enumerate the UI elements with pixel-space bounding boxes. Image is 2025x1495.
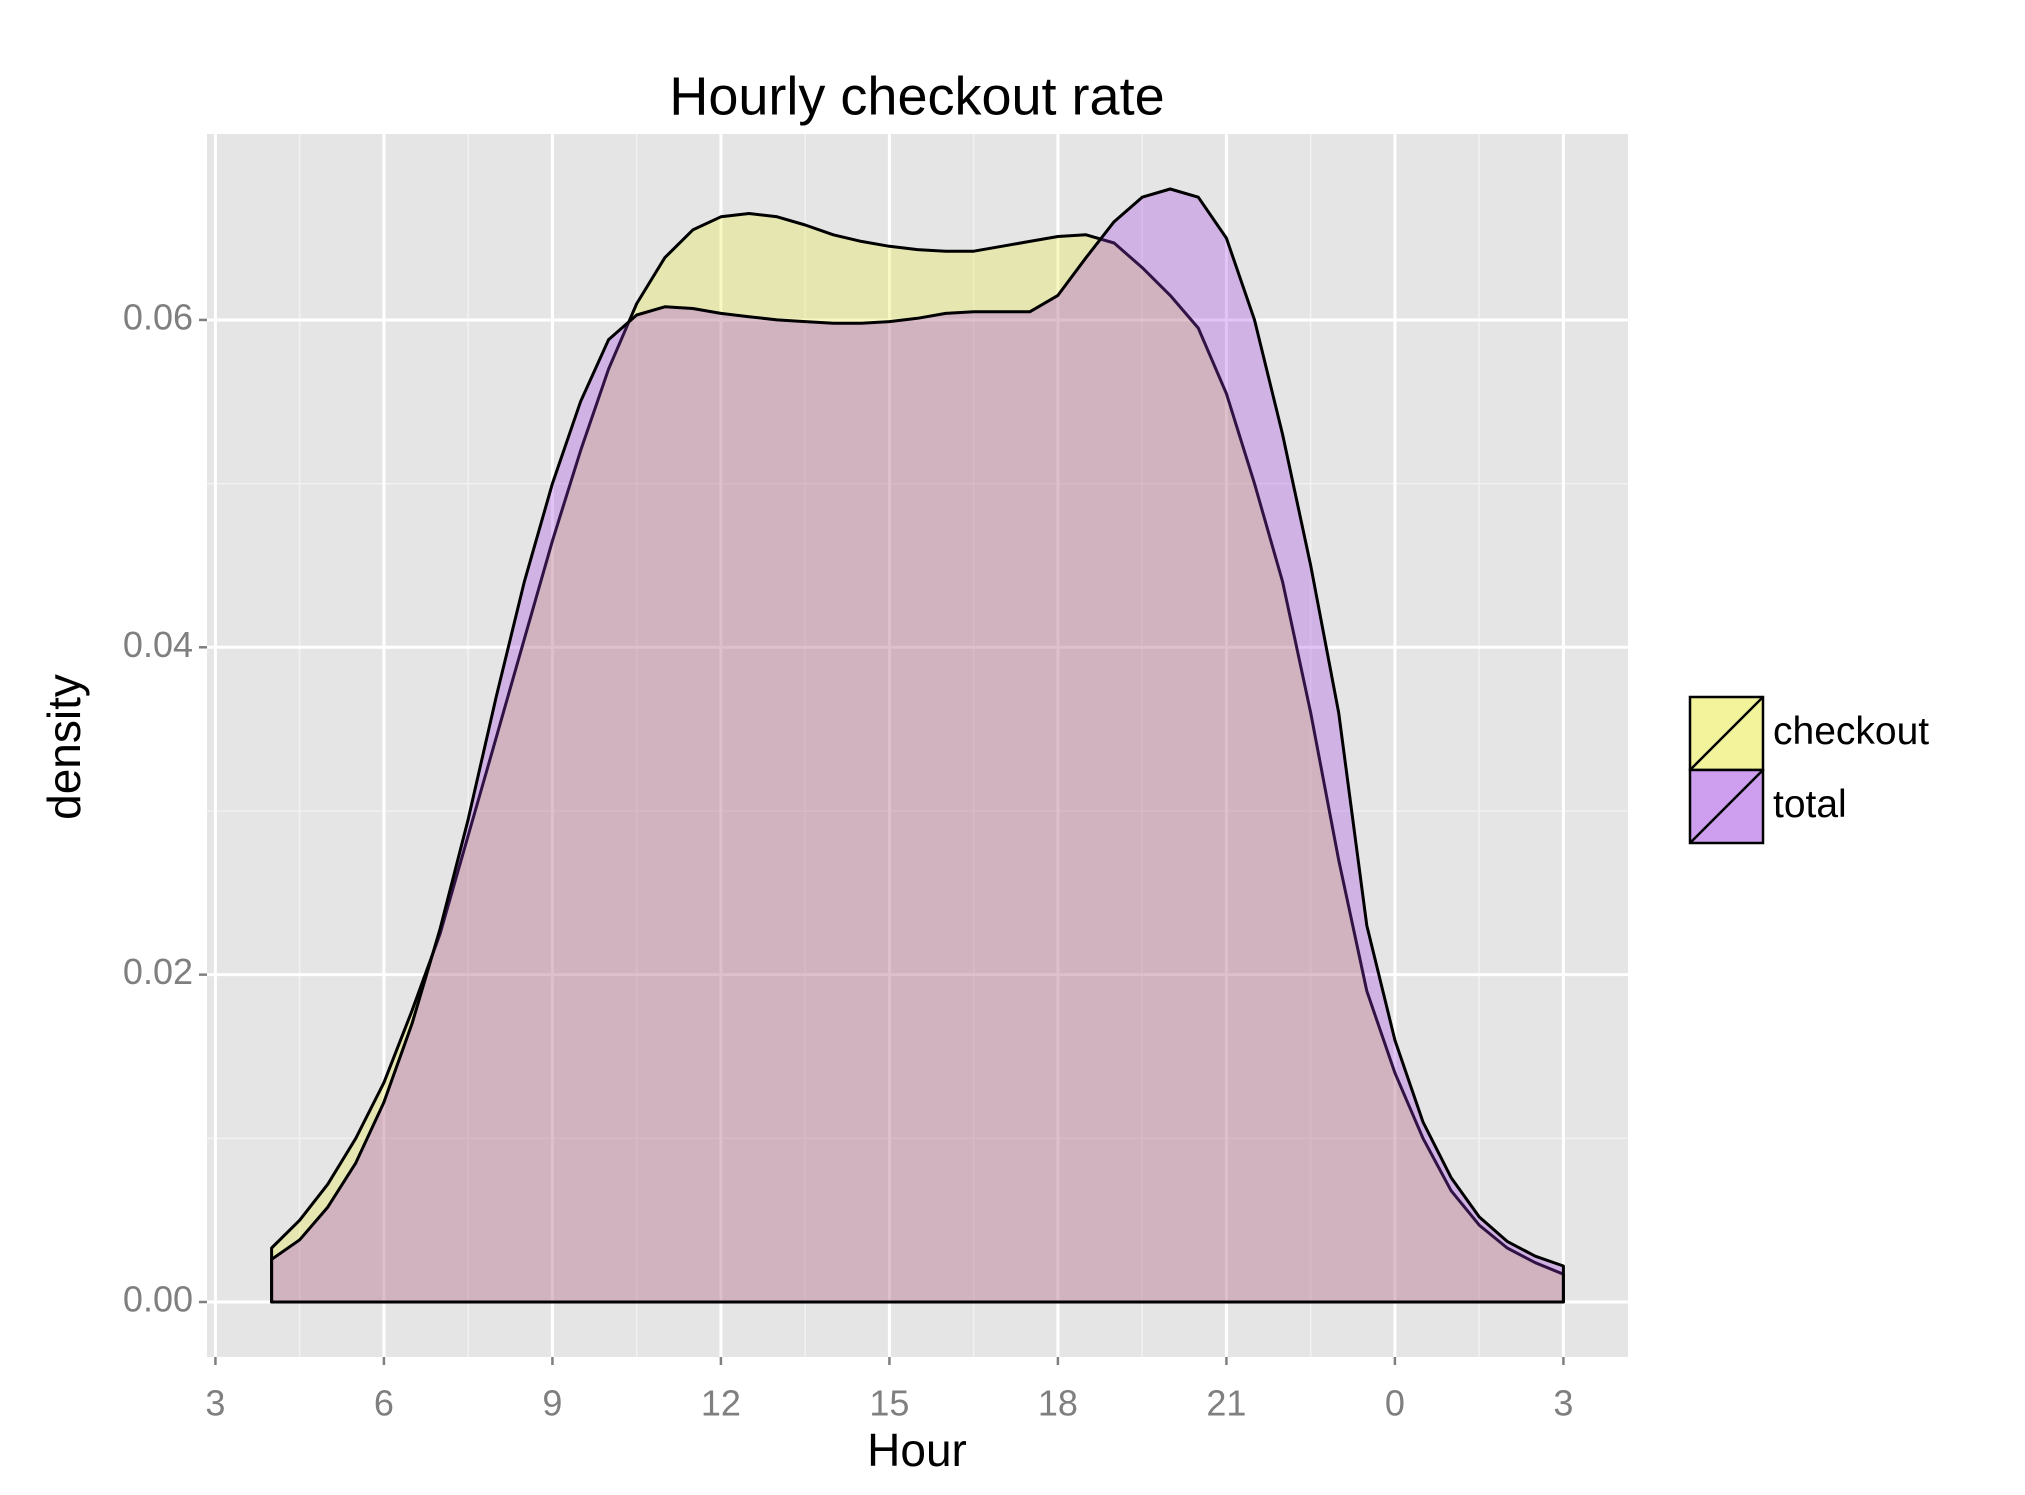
x-tick-label: 0 (1385, 1383, 1405, 1424)
y-tick-label: 0.00 (123, 1279, 193, 1320)
x-tick-label: 6 (374, 1383, 394, 1424)
y-tick-label: 0.02 (123, 951, 193, 992)
legend-label: checkout (1773, 710, 1929, 753)
legend-swatch-line (1689, 696, 1764, 771)
x-tick-label: 3 (205, 1383, 225, 1424)
x-tick-label: 21 (1206, 1383, 1246, 1424)
y-tick-label: 0.06 (123, 296, 193, 337)
x-tick-label: 18 (1038, 1383, 1078, 1424)
x-axis-label: Hour (867, 1424, 967, 1476)
x-tick-label: 3 (1553, 1383, 1573, 1424)
density-area (270, 212, 1565, 1304)
y-axis-label: density (38, 674, 90, 820)
plot-panel (207, 134, 1628, 1357)
density-area (270, 187, 1565, 1304)
legend-label: total (1773, 783, 1847, 826)
x-tick-label: 15 (869, 1383, 909, 1424)
x-tick-label: 9 (542, 1383, 562, 1424)
chart-title: Hourly checkout rate (669, 66, 1164, 126)
legend-swatch-line (1689, 769, 1764, 844)
x-tick-label: 12 (701, 1383, 741, 1424)
y-tick-label: 0.04 (123, 624, 193, 665)
